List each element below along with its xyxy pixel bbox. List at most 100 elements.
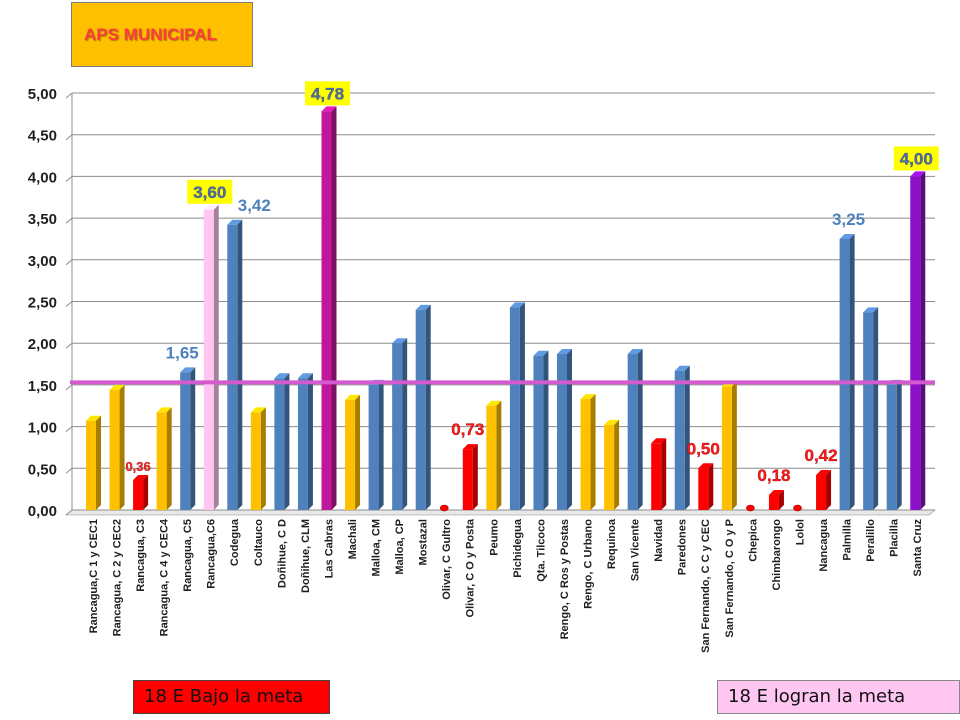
gridline-depth — [65, 342, 73, 349]
gridline-depth — [65, 134, 73, 141]
bar — [886, 384, 897, 510]
bar — [746, 504, 755, 512]
bar — [793, 504, 802, 512]
data-label: 3,60 — [193, 183, 226, 202]
bar-side — [190, 367, 196, 510]
bar-side — [567, 349, 572, 510]
legend-below-label: 18 E Bajo la meta — [144, 686, 304, 707]
data-label: 4,78 — [311, 84, 344, 103]
data-label-highlight-box — [305, 81, 350, 106]
x-tick-label: Rancagua,C 1 y CEC1 — [88, 519, 100, 633]
bar — [415, 309, 426, 510]
bar-side — [614, 419, 620, 510]
data-label: 3,42 — [238, 196, 271, 215]
x-tick-label: Coltauco — [253, 519, 265, 566]
data-label: 0,73 — [451, 420, 484, 439]
bar-side — [237, 219, 243, 510]
bar — [392, 343, 403, 510]
gridline-depth — [65, 509, 73, 516]
data-label: 4,00 — [900, 149, 933, 168]
bar — [910, 176, 921, 510]
gridline-depth — [65, 259, 73, 266]
bar-side — [637, 349, 643, 510]
bar — [863, 312, 874, 510]
bar — [180, 372, 191, 510]
bar-side — [778, 489, 784, 510]
bar — [816, 474, 827, 510]
bar-side — [307, 373, 313, 510]
x-tick-label: Placilla — [889, 518, 901, 557]
x-tick-label: Santa Cruz — [912, 519, 924, 577]
gridline-depth — [65, 384, 73, 391]
y-tick-label: 3,00 — [28, 253, 57, 270]
x-tick-label: Rancagua, C3 — [135, 519, 147, 592]
gridline-depth — [65, 426, 73, 432]
bar-side — [331, 106, 337, 511]
x-tick-label: Malloa, CP — [394, 519, 406, 575]
x-tick-label: Qta. Tilcoco — [535, 519, 547, 582]
bar — [533, 355, 544, 510]
y-tick-label: 0,00 — [28, 503, 57, 520]
data-label-highlight-box — [187, 179, 233, 204]
y-tick-label: 1,00 — [28, 420, 57, 437]
gridline-depth — [65, 176, 73, 182]
bar — [674, 370, 685, 510]
y-tick-label: 1,50 — [28, 378, 57, 395]
bar — [486, 405, 497, 510]
x-tick-label: Requinoa — [606, 518, 618, 569]
bar-side — [896, 379, 902, 510]
bar-side — [402, 338, 408, 510]
data-label: 0,36 — [125, 459, 150, 474]
x-tick-label: Navidad — [653, 519, 665, 562]
bar — [439, 504, 449, 512]
bar-side — [496, 400, 502, 510]
x-tick-label: Pichidegua — [512, 518, 524, 578]
x-tick-label: Palmilla — [842, 518, 854, 560]
gridline-depth — [65, 467, 73, 474]
bar-side — [213, 204, 219, 510]
bar — [627, 354, 638, 510]
bar-side — [661, 438, 667, 510]
bar-side — [684, 365, 690, 510]
x-tick-label: Rancagua, C 2 y CEC2 — [111, 519, 123, 636]
bar-side — [920, 171, 926, 510]
title-box: APS MUNICIPAL — [71, 2, 253, 67]
bar — [509, 307, 520, 510]
bar-side — [826, 469, 832, 510]
y-tick-label: 2,50 — [28, 295, 57, 312]
bar-side — [590, 394, 596, 510]
bar-side — [425, 304, 431, 510]
y-tick-label: 2,00 — [28, 336, 57, 353]
x-tick-label: Rancagua, C5 — [182, 519, 194, 592]
x-tick-label: San Fernando, C C y CEC — [700, 519, 712, 653]
gridline-depth — [65, 217, 73, 224]
bar — [698, 468, 709, 510]
bar — [768, 494, 779, 510]
data-label: 0,50 — [687, 439, 720, 458]
bar-side — [873, 307, 879, 510]
data-label: 3,25 — [832, 210, 865, 229]
x-tick-label: Codegua — [229, 518, 241, 566]
x-tick-label: Rancagua,C6 — [206, 519, 218, 589]
x-tick-label: Rengo, C Ros y Postas — [559, 519, 571, 639]
bar — [109, 389, 120, 510]
data-label: 1,65 — [166, 343, 199, 362]
bar — [156, 412, 167, 510]
data-label: 0,42 — [805, 446, 838, 465]
bar — [557, 354, 567, 510]
legend-below-goal: 18 E Bajo la meta — [133, 680, 330, 714]
x-tick-label: Peumo — [488, 519, 500, 556]
x-tick-label: Chepica — [747, 518, 759, 562]
y-tick-label: 3,50 — [28, 211, 57, 228]
bar — [250, 412, 261, 510]
x-tick-label: Paredones — [677, 519, 689, 575]
x-tick-label: Peralillo — [865, 519, 877, 562]
x-tick-label: Nancagua — [818, 518, 830, 571]
y-tick-label: 4,50 — [28, 128, 57, 145]
bar-side — [355, 394, 361, 510]
legend-above-goal: 18 E logran la meta — [717, 680, 960, 714]
x-tick-label: Rengo, C Urbano — [582, 519, 594, 609]
data-label: 0,18 — [757, 466, 790, 485]
x-tick-label: San Fernando, C O y P — [724, 519, 736, 638]
x-tick-label: Las Cabras — [323, 519, 335, 578]
